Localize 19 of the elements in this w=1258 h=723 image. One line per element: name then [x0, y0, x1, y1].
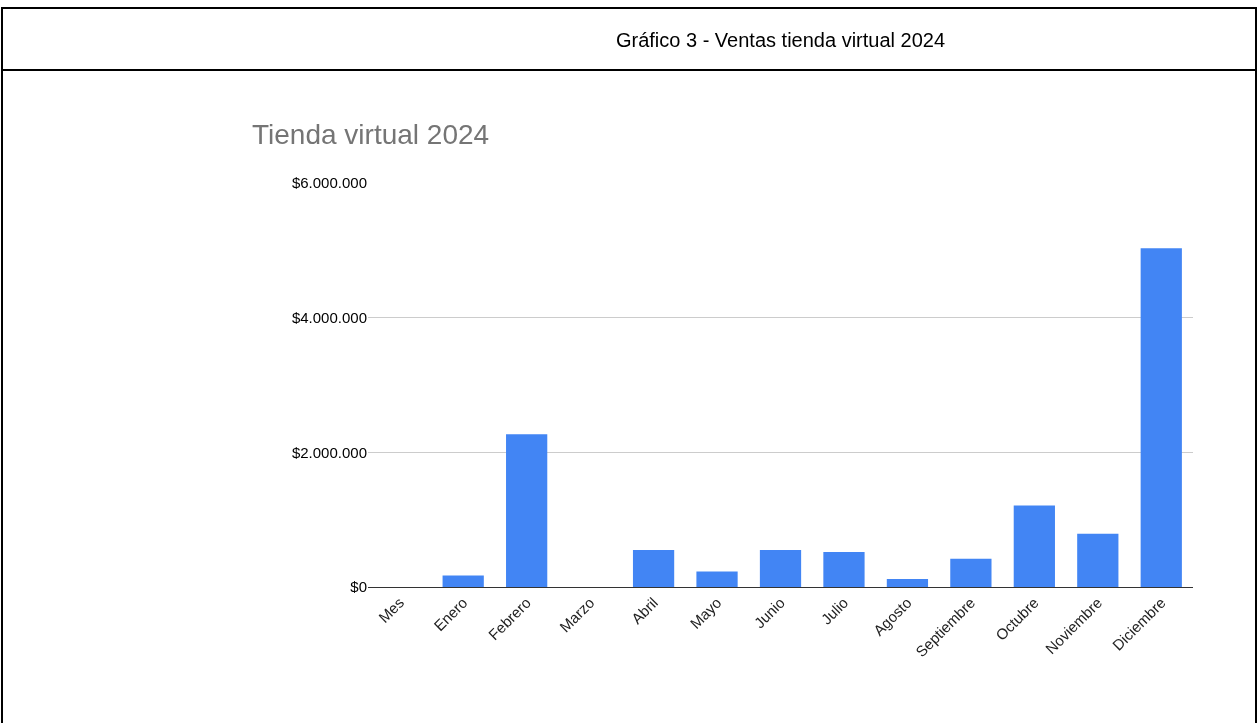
y-tick-label: $0 — [350, 578, 367, 596]
bar — [442, 575, 484, 587]
chart-title: Gráfico 3 - Ventas tienda virtual 2024 — [615, 29, 946, 51]
bar — [823, 551, 865, 587]
bar — [759, 549, 802, 587]
bar — [950, 558, 992, 587]
y-tick-label: $4.000.000 — [291, 308, 367, 326]
bar — [506, 434, 548, 587]
x-tick-label: Mes — [375, 593, 408, 626]
bar — [886, 578, 929, 587]
y-tick-label: $6.000.000 — [291, 174, 367, 192]
x-tick-label: Julio — [817, 593, 852, 628]
bar — [1077, 533, 1119, 587]
bar — [1013, 505, 1055, 587]
y-tick-label: $2.000.000 — [291, 443, 367, 461]
bar — [1140, 248, 1182, 587]
bar — [632, 549, 675, 587]
bar — [696, 571, 738, 587]
chart-subtitle: Tienda virtual 2024 — [252, 119, 490, 150]
